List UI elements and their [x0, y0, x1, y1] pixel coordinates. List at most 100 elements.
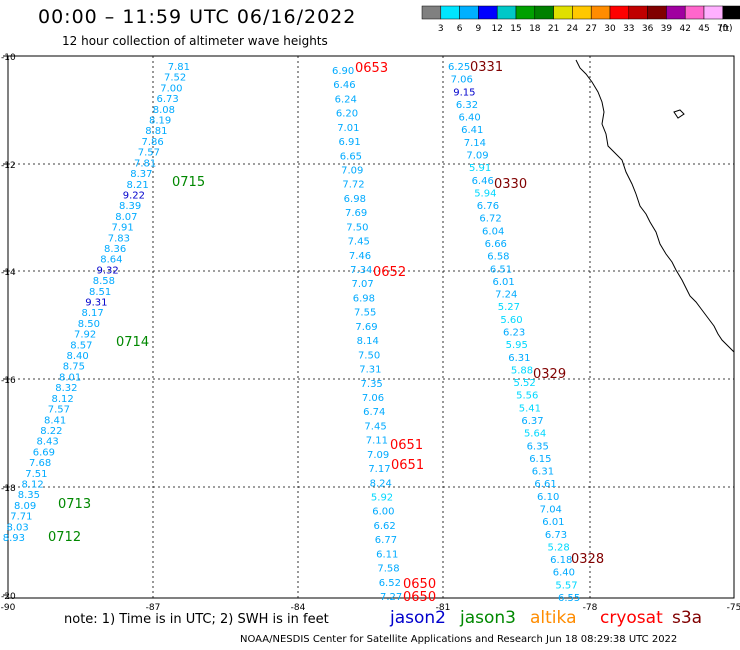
swh-value: 8.50 — [78, 319, 100, 330]
swh-value: 9.15 — [453, 87, 475, 98]
swh-value: 8.12 — [21, 479, 43, 490]
swh-value: 6.18 — [550, 555, 572, 566]
swh-value: 8.35 — [18, 490, 40, 501]
swh-value: 7.31 — [359, 365, 381, 376]
swh-value: 5.57 — [555, 580, 577, 591]
swh-value: 7.11 — [366, 436, 388, 447]
colorbar-swatch — [459, 5, 479, 20]
swh-value: 5.60 — [500, 315, 522, 326]
altimeter-tracks: 7.817.527.006.738.088.198.817.867.577.81… — [3, 60, 604, 605]
pass-time-label: 0650 — [403, 577, 436, 592]
swh-value: 8.40 — [66, 351, 88, 362]
swh-value: 7.46 — [349, 251, 371, 262]
pass-time-label: 0713 — [58, 497, 91, 512]
swh-value: 8.58 — [93, 276, 115, 287]
swh-value: 7.55 — [354, 308, 376, 319]
swh-value: 7.09 — [341, 166, 363, 177]
swh-value: 8.12 — [51, 394, 73, 405]
swh-value: 8.21 — [126, 180, 148, 191]
swh-value: 8.37 — [130, 169, 152, 180]
colorbar-swatch — [722, 5, 740, 20]
swh-value: 6.11 — [376, 549, 398, 560]
swh-value: 6.98 — [344, 194, 366, 205]
swh-value: 8.41 — [44, 415, 66, 426]
swh-value: 7.83 — [108, 233, 130, 244]
lat-label: -18 — [1, 484, 16, 494]
swh-value: 7.17 — [368, 464, 390, 475]
colorbar-label: 42 — [679, 24, 690, 34]
swh-value: 6.40 — [458, 113, 480, 124]
colorbar-label: 33 — [623, 24, 634, 34]
swh-value: 7.50 — [346, 222, 368, 233]
swh-value: 6.74 — [363, 407, 385, 418]
swh-value: 6.41 — [461, 125, 483, 136]
swh-value: 8.39 — [119, 201, 141, 212]
lat-label: -20 — [1, 592, 16, 602]
swh-value: 6.46 — [472, 176, 494, 187]
colorbar-swatch — [515, 5, 536, 20]
colorbar-swatch — [534, 5, 554, 20]
swh-value: 8.43 — [36, 437, 58, 448]
swh-value: 7.27 — [380, 592, 402, 603]
swh-value: 7.09 — [367, 450, 389, 461]
pass-time-label: 0715 — [172, 175, 205, 190]
swh-value: 7.69 — [345, 208, 367, 219]
pass-time-label: 0653 — [355, 61, 388, 76]
swh-value: 6.25 — [448, 62, 470, 73]
lon-label: -75 — [727, 603, 740, 613]
swh-value: 6.00 — [372, 507, 394, 518]
swh-value: 8.01 — [59, 372, 81, 383]
colorbar-label: 24 — [567, 24, 579, 34]
swh-value: 6.52 — [379, 578, 401, 589]
colorbar-swatch — [666, 5, 686, 20]
swh-value: 6.98 — [353, 293, 375, 304]
colorbar-swatch — [421, 5, 442, 20]
colorbar-label: 30 — [604, 24, 616, 34]
pass-time-label: 0331 — [470, 60, 503, 75]
swh-value: 7.50 — [358, 350, 380, 361]
swh-value: 6.31 — [532, 467, 554, 478]
colorbar-label: 15 — [510, 24, 521, 34]
swh-value: 7.45 — [364, 421, 386, 432]
swh-value: 8.03 — [6, 522, 28, 533]
swh-value: 7.92 — [74, 330, 96, 341]
swh-value: 5.95 — [506, 340, 528, 351]
swh-value: 7.35 — [361, 379, 383, 390]
lon-label: -78 — [583, 603, 598, 613]
swh-value: 7.07 — [351, 279, 373, 290]
swh-value: 7.09 — [466, 151, 488, 162]
pass-time-label: 0712 — [48, 530, 81, 545]
colorbar-swatch — [684, 5, 705, 20]
swh-value: 7.69 — [355, 322, 377, 333]
swh-value: 7.45 — [348, 237, 370, 248]
swh-value: 8.64 — [100, 255, 122, 266]
swh-value: 7.68 — [29, 458, 51, 469]
colorbar-swatch — [647, 5, 667, 20]
colorbar-label: 70 — [717, 24, 729, 34]
swh-value: 6.76 — [477, 201, 499, 212]
colorbar-swatch — [703, 5, 724, 20]
swh-value: 6.58 — [487, 252, 509, 263]
lon-label: -84 — [291, 603, 306, 613]
swh-value: 6.66 — [485, 239, 507, 250]
swh-value: 5.88 — [511, 365, 533, 376]
swh-value: 6.62 — [374, 521, 396, 532]
swh-value: 6.61 — [534, 479, 556, 490]
credit-text: NOAA/NESDIS Center for Satellite Applica… — [240, 634, 678, 645]
legend-jason3: jason3 — [460, 608, 516, 628]
swh-value: 6.51 — [490, 264, 512, 275]
swh-value: 5.56 — [516, 391, 538, 402]
lon-label: -87 — [146, 603, 161, 613]
swh-value: 8.22 — [40, 426, 62, 437]
swh-value: 8.81 — [145, 126, 167, 137]
swh-value: 8.08 — [153, 105, 175, 116]
legend-jason2: jason2 — [390, 608, 446, 628]
swh-value: 7.04 — [540, 505, 562, 516]
swh-value: 7.57 — [138, 148, 160, 159]
swh-value: 6.37 — [521, 416, 543, 427]
colorbar-label: 45 — [698, 24, 709, 34]
swh-value: 8.51 — [89, 287, 111, 298]
map-title: 00:00 – 11:59 UTC 06/16/2022 — [38, 6, 357, 28]
swh-value: 6.46 — [333, 80, 355, 91]
colorbar-swatch — [609, 5, 630, 20]
